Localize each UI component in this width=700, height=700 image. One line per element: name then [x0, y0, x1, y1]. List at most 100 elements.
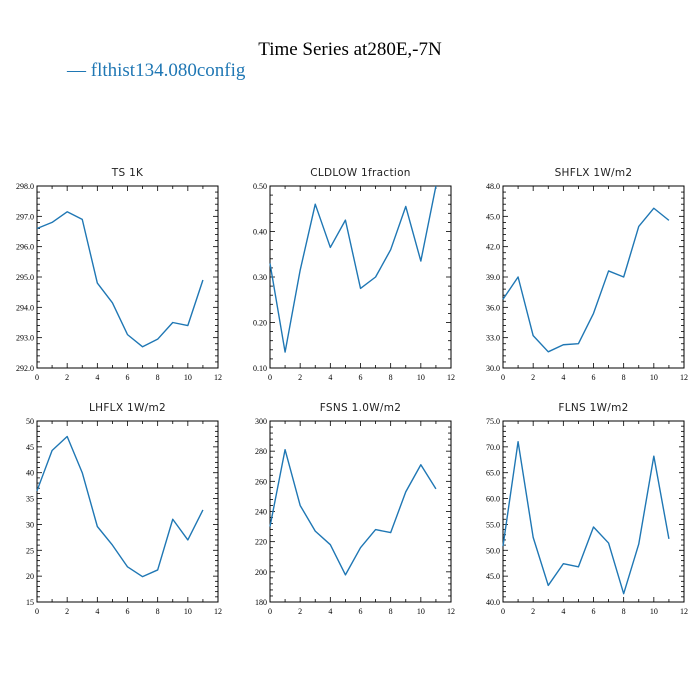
- chart-panel: TS 1K 0 2 4 6 8 10 12 292.0 293.0 294.0 295.0 296.0 2…: [16, 167, 222, 382]
- x-tick-label: 6: [592, 373, 596, 382]
- y-tick-label: 15: [26, 598, 34, 607]
- x-tick-label: 12: [680, 373, 688, 382]
- y-tick-label: 298.0: [16, 182, 34, 191]
- x-tick-label: 12: [214, 373, 222, 382]
- y-tick-label: 0.50: [253, 182, 267, 191]
- y-tick-label: 36.0: [486, 303, 500, 312]
- series-line: [502, 207, 670, 353]
- y-tick-label: 0.40: [253, 228, 267, 237]
- y-tick-label: 297.0: [16, 212, 34, 221]
- y-tick-label: 65.0: [486, 469, 500, 478]
- y-tick-label: 45: [26, 443, 34, 452]
- x-tick-label: 8: [622, 607, 626, 616]
- y-tick-label: 280: [255, 447, 267, 456]
- panels-group: TS 1K 0 2 4 6 8 10 12 292.0 293.0 294.0 295.0 296.0 2…: [16, 167, 688, 616]
- chart-panel: CLDLOW 1fraction 0 2 4 6 8 10 12 0.10 0.20 0.30 0.4…: [253, 167, 455, 382]
- y-tick-label: 180: [255, 598, 267, 607]
- x-tick-label: 6: [359, 607, 363, 616]
- series-line: [269, 185, 437, 353]
- x-tick-label: 6: [126, 373, 130, 382]
- series-line: [36, 435, 204, 578]
- chart-panel: SHFLX 1W/m2 0 2 4 6 8 10 12 30.0 33.0 36.0 39.0 42.0…: [486, 167, 688, 382]
- x-tick-label: 10: [417, 607, 425, 616]
- x-tick-label: 2: [298, 607, 302, 616]
- plot-frame: [502, 185, 685, 369]
- y-tick-label: 0.10: [253, 364, 267, 373]
- y-tick-label: 25: [26, 546, 34, 555]
- panel-title: FLNS 1W/m2: [558, 402, 628, 414]
- chart-panel: LHFLX 1W/m2 0 2 4 6 8 10 12 15 20 25 30 35 40 45 50: [26, 402, 222, 616]
- x-tick-label: 8: [389, 607, 393, 616]
- x-tick-label: 2: [65, 373, 69, 382]
- x-tick-label: 4: [328, 373, 332, 382]
- x-tick-label: 8: [156, 607, 160, 616]
- x-tick-label: 4: [95, 373, 99, 382]
- y-tick-label: 296.0: [16, 243, 34, 252]
- y-tick-label: 30: [26, 520, 34, 529]
- series-line: [36, 211, 204, 348]
- x-tick-label: 10: [184, 373, 192, 382]
- y-tick-label: 240: [255, 508, 267, 517]
- x-tick-label: 4: [561, 607, 565, 616]
- x-tick-label: 0: [35, 607, 39, 616]
- y-tick-label: 200: [255, 568, 267, 577]
- x-tick-label: 2: [65, 607, 69, 616]
- series-line: [502, 440, 670, 595]
- y-tick-label: 70.0: [486, 443, 500, 452]
- x-tick-label: 12: [214, 607, 222, 616]
- x-tick-label: 12: [680, 607, 688, 616]
- y-tick-label: 50: [26, 417, 34, 426]
- x-tick-label: 6: [359, 373, 363, 382]
- panel-title: LHFLX 1W/m2: [89, 402, 166, 414]
- panel-title: TS 1K: [111, 167, 144, 179]
- x-tick-label: 12: [447, 373, 455, 382]
- x-tick-label: 12: [447, 607, 455, 616]
- y-tick-label: 35: [26, 495, 34, 504]
- y-tick-label: 40: [26, 469, 34, 478]
- chart-panel: FSNS 1.0W/m2 0 2 4 6 8 10 12 180 200 220 240 260 280 3…: [255, 402, 455, 616]
- x-tick-label: 8: [156, 373, 160, 382]
- x-tick-label: 2: [531, 607, 535, 616]
- x-tick-label: 0: [501, 607, 505, 616]
- y-tick-label: 75.0: [486, 417, 500, 426]
- panel-title: FSNS 1.0W/m2: [320, 402, 402, 414]
- y-tick-label: 33.0: [486, 334, 500, 343]
- x-tick-label: 10: [650, 607, 658, 616]
- x-tick-label: 10: [417, 373, 425, 382]
- x-tick-label: 10: [650, 373, 658, 382]
- x-tick-label: 0: [268, 607, 272, 616]
- x-tick-label: 2: [298, 373, 302, 382]
- chart-panel: FLNS 1W/m2 0 2 4 6 8 10 12 40.0 45.0 50.0 55.0 60.0 6…: [486, 402, 688, 616]
- plot-frame: [269, 420, 452, 603]
- x-tick-label: 10: [184, 607, 192, 616]
- y-tick-label: 220: [255, 538, 267, 547]
- y-tick-label: 295.0: [16, 273, 34, 282]
- y-tick-label: 39.0: [486, 273, 500, 282]
- y-tick-label: 300: [255, 417, 267, 426]
- panel-title: CLDLOW 1fraction: [310, 167, 411, 179]
- y-tick-label: 42.0: [486, 243, 500, 252]
- y-tick-label: 55.0: [486, 520, 500, 529]
- x-tick-label: 2: [531, 373, 535, 382]
- y-tick-label: 0.20: [253, 319, 267, 328]
- y-tick-label: 260: [255, 477, 267, 486]
- x-tick-label: 0: [268, 373, 272, 382]
- y-tick-label: 40.0: [486, 598, 500, 607]
- figure-title: Time Series at280E,-7N: [258, 39, 442, 60]
- y-tick-label: 50.0: [486, 546, 500, 555]
- plot-frame: [269, 185, 452, 369]
- x-tick-label: 8: [389, 373, 393, 382]
- x-tick-label: 4: [95, 607, 99, 616]
- panel-title: SHFLX 1W/m2: [555, 167, 633, 179]
- series-line: [269, 448, 437, 576]
- x-tick-label: 4: [561, 373, 565, 382]
- y-tick-label: 30.0: [486, 364, 500, 373]
- plot-frame: [36, 420, 219, 603]
- y-tick-label: 0.30: [253, 273, 267, 282]
- y-tick-label: 20: [26, 572, 34, 581]
- legend-entry: — flthist134.080config: [66, 60, 246, 81]
- y-tick-label: 45.0: [486, 572, 500, 581]
- x-tick-label: 0: [501, 373, 505, 382]
- y-tick-label: 60.0: [486, 495, 500, 504]
